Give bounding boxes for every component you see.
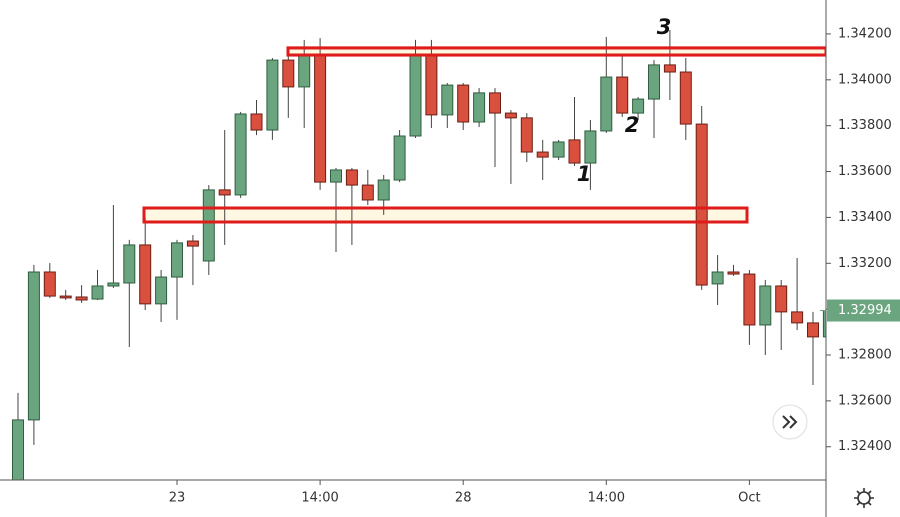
zone: [142, 206, 749, 224]
y-tick-label: 1.32600: [838, 393, 892, 408]
candle-body: [27, 271, 40, 421]
annotation: 3: [657, 15, 672, 39]
candle-body: [520, 117, 533, 153]
y-tick-label: 1.32400: [838, 439, 892, 454]
x-tick-label: 23: [169, 491, 186, 506]
candle-body: [234, 113, 247, 196]
candle-body: [186, 240, 199, 247]
x-tick-label: 28: [455, 491, 472, 506]
candle-body: [361, 184, 374, 201]
candle-body: [807, 322, 819, 338]
candle-body: [250, 113, 263, 131]
scroll-icon[interactable]: [782, 415, 798, 429]
candle-body: [171, 242, 183, 278]
candle-body: [727, 271, 740, 275]
y-tick-label: 1.33600: [838, 164, 892, 179]
candle-body: [139, 244, 152, 305]
annotation: 1: [577, 162, 592, 186]
candle-body: [282, 59, 295, 88]
candle-body: [759, 285, 772, 326]
candle-body: [504, 112, 517, 119]
candle-body: [663, 64, 676, 73]
scroll-button[interactable]: [772, 404, 808, 440]
candle-body: [75, 296, 88, 301]
y-tick-label: 1.33800: [838, 118, 892, 133]
candle-body: [616, 76, 629, 114]
candle-body: [679, 71, 692, 125]
candle-body: [711, 271, 724, 285]
candle-body: [791, 311, 804, 324]
candle-body: [648, 64, 660, 100]
candle-body: [314, 54, 327, 183]
candle-body: [425, 54, 438, 116]
candle-body: [552, 141, 565, 158]
candle-body: [298, 54, 311, 88]
candle-body: [91, 285, 104, 300]
candle-body: [409, 54, 422, 137]
y-tick-label: 1.33200: [838, 256, 892, 271]
candle-body: [568, 139, 581, 164]
candle-body: [218, 189, 231, 196]
candle-body: [743, 273, 756, 326]
settings-icon[interactable]: [854, 488, 874, 508]
candle-body: [536, 151, 549, 158]
gear-teeth[interactable]: [854, 488, 874, 508]
candle-body: [695, 123, 708, 286]
last-price-box: [827, 299, 900, 322]
candle-body: [330, 169, 342, 183]
zone-outline: [142, 206, 749, 224]
candle-body: [155, 276, 168, 305]
y-tick-label: 1.34200: [838, 26, 892, 41]
candle-body: [123, 244, 136, 284]
y-tick-label: 1.34000: [838, 72, 892, 87]
candle-body: [345, 169, 358, 186]
last-price-label: 1.32994: [838, 303, 892, 318]
candle-body: [43, 271, 56, 297]
candle-body: [393, 135, 406, 181]
x-tick-label: 14:00: [301, 491, 338, 506]
candle-body: [775, 285, 788, 313]
candle-body: [59, 295, 72, 299]
candle-body: [441, 84, 454, 116]
candle-body: [12, 419, 24, 480]
candle-body: [107, 282, 120, 287]
candle-body: [473, 92, 486, 123]
candle-body: [489, 92, 501, 114]
candle-body: [600, 76, 613, 132]
candle-body: [584, 130, 597, 164]
candle-body: [202, 189, 215, 262]
x-tick-label: 14:00: [588, 491, 625, 506]
y-tick-label: 1.32800: [838, 348, 892, 363]
candle-body: [632, 98, 645, 114]
annotation: 2: [625, 113, 640, 137]
candle-body: [822, 310, 826, 338]
zone-outline: [286, 46, 826, 57]
candle-body: [266, 59, 279, 131]
y-tick-label: 1.33400: [838, 210, 892, 225]
x-tick-label: Oct: [738, 491, 760, 506]
plot-area: [12, 30, 826, 480]
candle-body: [457, 84, 470, 123]
candle-body: [377, 179, 390, 201]
